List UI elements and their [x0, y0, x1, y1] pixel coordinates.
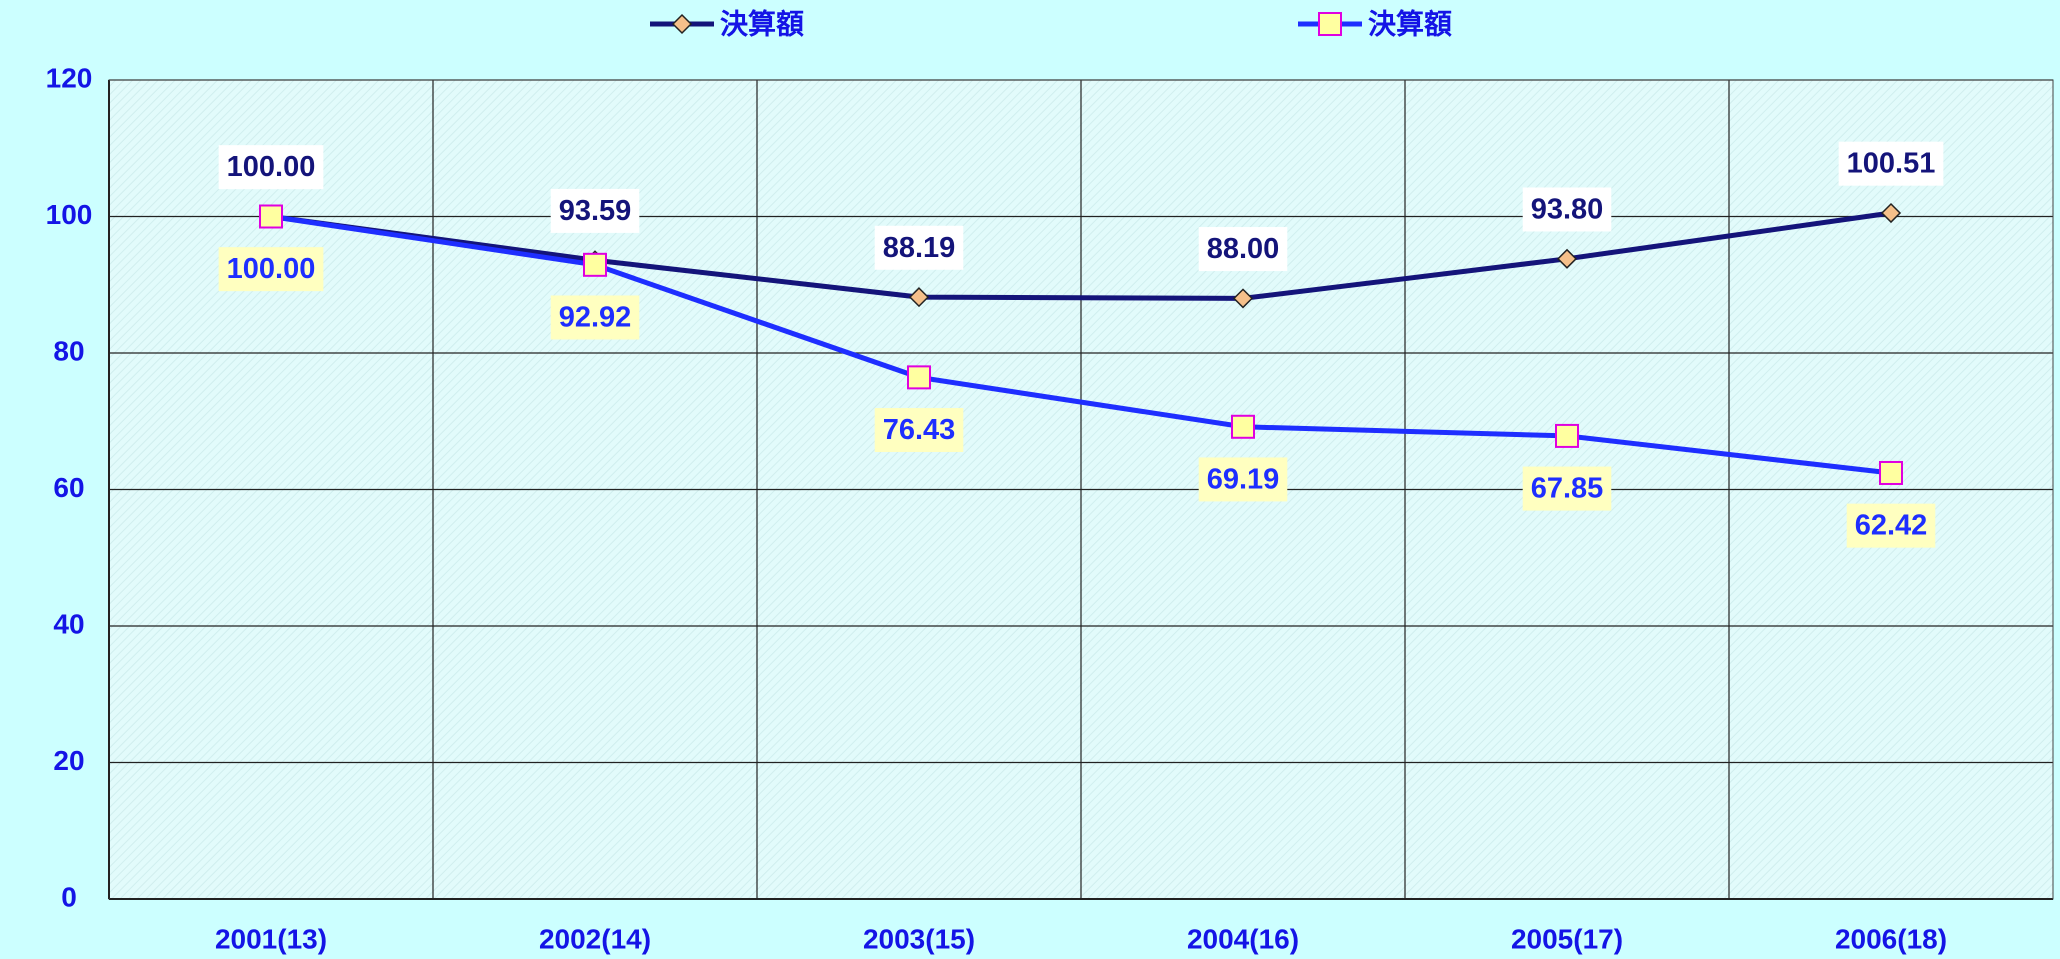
- marker: [583, 252, 607, 277]
- value-label: 62.42: [1855, 510, 1928, 542]
- marker: [907, 365, 931, 390]
- marker: [908, 287, 930, 308]
- x-tick-label: 2005(17): [1511, 923, 1623, 954]
- y-tick-label: 120: [46, 62, 93, 93]
- value-label: 100.00: [227, 253, 316, 285]
- value-label: 88.19: [883, 232, 956, 264]
- marker: [1555, 423, 1579, 448]
- y-tick-label: 60: [53, 472, 84, 503]
- value-label: 76.43: [883, 414, 956, 446]
- value-label-bg: [550, 188, 640, 233]
- y-tick-label: 80: [53, 335, 84, 366]
- legend-label: 決算額: [720, 7, 804, 39]
- marker: [671, 13, 693, 35]
- value-label-bg: [874, 225, 964, 270]
- value-label-bg: [1522, 187, 1612, 232]
- plot-border: [108, 79, 2054, 900]
- y-tick-label: 20: [53, 745, 84, 776]
- x-tick-label: 2006(18): [1835, 923, 1947, 954]
- value-label-bg: [1198, 457, 1288, 502]
- legend-label: 決算額: [1368, 7, 1452, 39]
- y-tick-label: 40: [53, 608, 84, 639]
- x-tick-label: 2002(14): [539, 923, 651, 954]
- value-label-bg: [1846, 503, 1936, 548]
- value-label: 100.00: [227, 151, 316, 183]
- value-label-bg: [1198, 227, 1288, 272]
- value-label-bg: [1522, 466, 1612, 511]
- marker: [1556, 248, 1578, 269]
- marker: [1880, 202, 1902, 224]
- value-label-bg: [218, 247, 324, 292]
- value-label: 100.51: [1847, 148, 1936, 180]
- marker: [1231, 414, 1255, 439]
- value-label: 93.59: [559, 195, 632, 227]
- value-label: 93.80: [1531, 193, 1604, 225]
- value-label-bg: [550, 295, 640, 340]
- value-label-bg: [874, 408, 964, 453]
- value-label: 69.19: [1207, 463, 1280, 495]
- value-label: 92.92: [559, 301, 632, 333]
- marker: [1318, 12, 1342, 36]
- marker: [1879, 460, 1903, 485]
- value-label-bg: [218, 145, 324, 190]
- x-tick-label: 2001(13): [215, 923, 327, 954]
- marker: [259, 204, 283, 229]
- x-tick-label: 2004(16): [1187, 923, 1299, 954]
- x-tick-label: 2003(15): [863, 923, 975, 954]
- value-label-bg: [1838, 141, 1944, 186]
- marker: [1232, 288, 1254, 309]
- value-label: 67.85: [1531, 473, 1604, 505]
- series-line: [270, 210, 1892, 301]
- y-tick-label: 100: [46, 199, 93, 230]
- y-tick-label: 0: [61, 881, 77, 912]
- value-label: 88.00: [1207, 233, 1280, 265]
- series-line: [270, 214, 1892, 476]
